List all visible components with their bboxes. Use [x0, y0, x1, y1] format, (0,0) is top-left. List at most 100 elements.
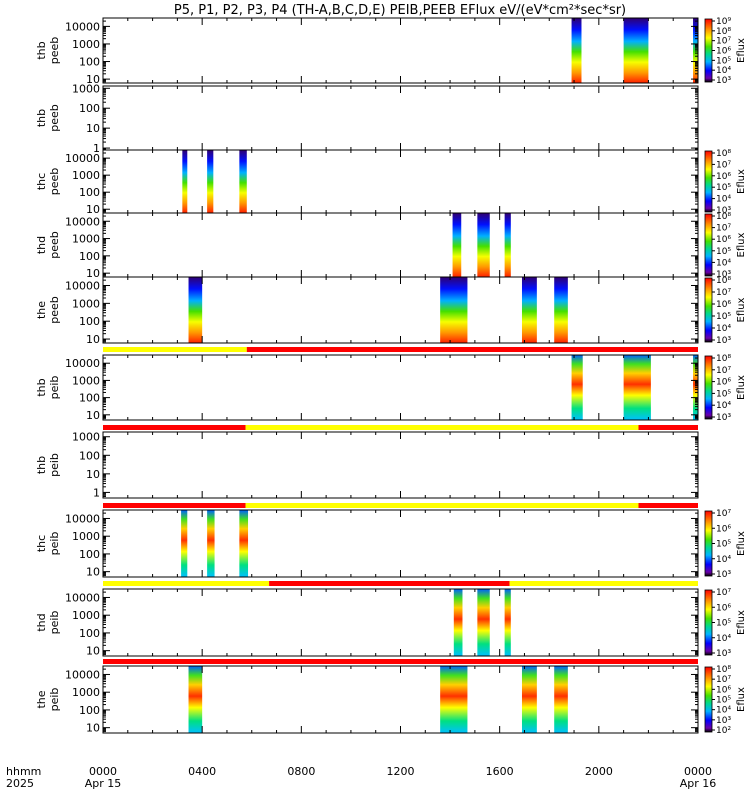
flag-bar-3-segment-1: [269, 581, 510, 586]
panel-7-colorbar-label: 10³: [716, 570, 731, 580]
flag-bar-1-segment-0: [103, 425, 246, 430]
panel-3-colorbar-title: Eflux: [736, 232, 747, 257]
panel-7-colorbar-label: 10⁷: [716, 509, 731, 519]
panel-0-instrument-label: peeb: [48, 37, 61, 65]
panel-8-colorbar: [704, 589, 713, 656]
panel-7-ytick-label: 1000: [72, 530, 100, 543]
x-axis-row-label-2: 2025: [6, 777, 34, 790]
panel-9-colorbar-label: 10⁵: [716, 696, 731, 706]
flag-bar-3-segment-2: [509, 581, 698, 586]
panel-3-ytick-label: 10000: [65, 215, 100, 228]
panel-0-colorbar-label: 10³: [716, 76, 731, 86]
panel-3-ytick-label: 100: [79, 250, 100, 263]
panel-1-ytick-label: 10: [86, 122, 100, 135]
panel-9-ytick-label: 100: [79, 704, 100, 717]
panel-0-frame: [102, 17, 699, 84]
panel-8-colorbar-label: 10⁴: [716, 634, 731, 644]
panel-3-frame: [102, 212, 699, 278]
panel-1-ytick-label: 100: [79, 102, 100, 115]
panel-7-frame: [102, 509, 699, 578]
panel-1-probe-label: thb: [35, 109, 48, 127]
panel-0-ytick-label: 1000: [72, 38, 100, 51]
panel-0-ytick-label: 10000: [65, 20, 100, 33]
panel-7-data-interval-2: [239, 510, 249, 577]
flag-bar-0-segment-1: [246, 347, 698, 352]
panel-3-data-interval-0: [452, 213, 462, 277]
panel-0-ytick-label: 10: [86, 73, 100, 86]
panel-5-colorbar-label: 10⁵: [716, 389, 731, 399]
flag-bar-1-segment-1: [245, 425, 639, 430]
panel-6-ytick-label: 1: [93, 486, 100, 499]
panel-9-colorbar-label: 10⁶: [716, 685, 731, 695]
panel-2-ytick-label: 10000: [65, 152, 100, 165]
panel-2-colorbar-label: 10⁸: [716, 149, 731, 159]
panel-8-ytick-label: 10000: [65, 591, 100, 604]
panel-7-ytick-label: 100: [79, 548, 100, 561]
panel-3-instrument-label: peeb: [48, 231, 61, 259]
panel-5-ytick-label: 10: [86, 409, 100, 422]
x-axis-row-label-1: hhmm: [6, 765, 41, 778]
panel-8-ytick-label: 100: [79, 627, 100, 640]
panel-8-colorbar-label: 10⁵: [716, 619, 731, 629]
panel-2-colorbar: [704, 150, 713, 213]
panel-1-ytick-label: 1000: [72, 82, 100, 95]
panel-4-colorbar-label: 10⁵: [716, 312, 731, 322]
panel-0-data-interval-0: [571, 18, 582, 83]
panel-8-probe-label: thd: [35, 613, 48, 631]
panel-3-colorbar: [704, 213, 713, 277]
panel-7-colorbar-title: Eflux: [736, 531, 747, 556]
panel-4-colorbar-title: Eflux: [736, 297, 747, 322]
panel-2-colorbar-title: Eflux: [736, 169, 747, 194]
panel-2-data-interval-1: [207, 150, 214, 213]
panel-3-colorbar-label: 10³: [716, 270, 731, 280]
panel-7-colorbar-label: 10⁵: [716, 540, 731, 550]
panel-4-colorbar-label: 10⁶: [716, 300, 731, 310]
panel-8-data-interval-0: [453, 589, 463, 656]
flag-bar-4-segment-0: [103, 659, 698, 664]
panel-9-colorbar-label: 10⁸: [716, 665, 731, 675]
panel-7-colorbar-label: 10⁴: [716, 555, 731, 565]
x-tick-label-0: 0000: [89, 765, 117, 778]
panel-7-probe-label: thc: [35, 535, 48, 552]
panel-1: 1 10 100 1000 thb peeb: [35, 82, 699, 155]
panel-7-data-interval-1: [207, 510, 215, 577]
flag-bar-2-segment-0: [103, 503, 246, 508]
x-tick-label-1: 0400: [188, 765, 216, 778]
panel-4-colorbar-label: 10⁸: [716, 276, 731, 286]
panel-9-colorbar-title: Eflux: [736, 687, 747, 712]
panel-0-probe-label: thb: [35, 41, 48, 59]
panel-7-data-interval-0: [181, 510, 188, 577]
panel-0-colorbar-label: 10⁶: [716, 47, 731, 57]
panel-5-colorbar-label: 10³: [716, 413, 731, 423]
panel-5-colorbar-label: 10⁴: [716, 401, 731, 411]
panel-4-colorbar-label: 10³: [716, 336, 731, 346]
flag-bar-0-segment-0: [103, 347, 247, 352]
panel-5-ytick-label: 100: [79, 392, 100, 405]
flag-bar-2-segment-1: [245, 503, 639, 508]
panel-4: 10 100 1000 10000 the peeb 10³ 10⁴ 10⁵ 10⁶ 10⁷ 10⁸ E…: [35, 276, 747, 346]
panel-8-colorbar-title: Eflux: [736, 610, 747, 635]
panel-9-colorbar: [704, 666, 713, 733]
flag-bars: [103, 347, 698, 664]
panel-4-data-interval-0: [188, 277, 203, 343]
panel-4-colorbar-label: 10⁴: [716, 324, 731, 334]
panel-3-colorbar-label: 10⁶: [716, 235, 731, 245]
panel-8-colorbar-label: 10⁶: [716, 603, 731, 613]
panel-4-probe-label: the: [35, 301, 48, 319]
panel-1-ytick-label: 1: [93, 142, 100, 155]
panel-5-data-interval-0: [571, 355, 583, 420]
panel-3-colorbar-label: 10⁷: [716, 224, 731, 234]
panel-2-frame: [102, 149, 699, 214]
panel-8-colorbar-label: 10⁷: [716, 588, 731, 598]
panel-5-probe-label: thb: [35, 378, 48, 396]
x-tick-label-3: 1200: [387, 765, 415, 778]
panel-2-colorbar-label: 10⁵: [716, 183, 731, 193]
panel-7-colorbar: [704, 510, 713, 577]
panel-4-ytick-label: 10000: [65, 280, 100, 293]
panel-4-colorbar: [704, 277, 713, 343]
panel-6-probe-label: thb: [35, 456, 48, 474]
panel-8-frame: [102, 588, 699, 657]
